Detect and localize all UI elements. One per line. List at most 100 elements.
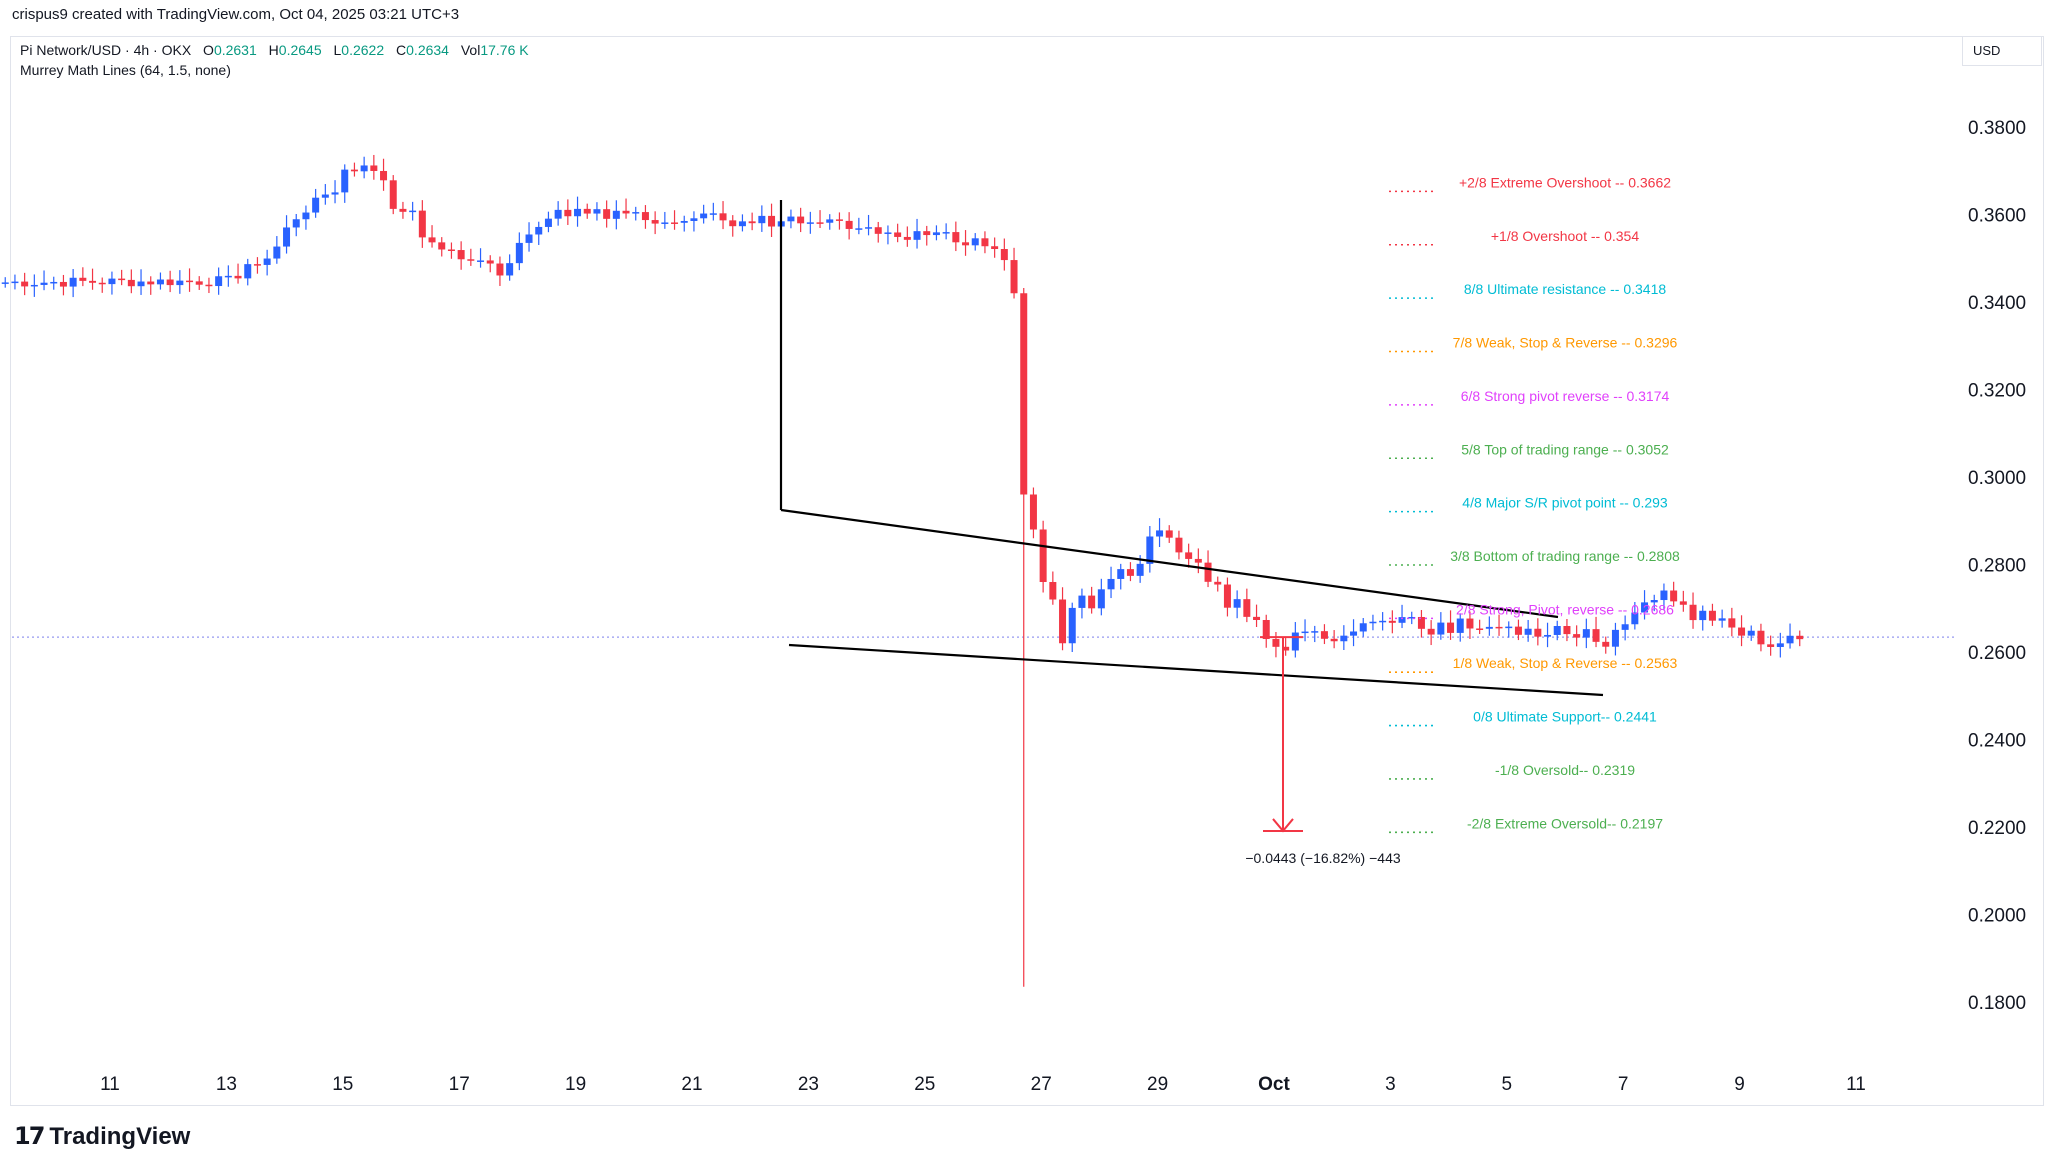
candle-body	[1466, 618, 1474, 629]
logo-text: TradingView	[49, 1122, 191, 1150]
candle-body	[835, 219, 843, 221]
candle-body	[1417, 616, 1425, 629]
candle-body	[108, 278, 116, 285]
candle-body	[1185, 552, 1193, 559]
candle-body	[1049, 582, 1057, 600]
candle-body	[1233, 599, 1241, 608]
candle-body	[1621, 624, 1629, 630]
candle-body	[535, 226, 543, 235]
currency-button[interactable]: USD	[1962, 36, 2042, 66]
candle-body	[709, 213, 717, 215]
chart-legend: Pi Network/USD · 4h · OKX O0.2631 H0.264…	[20, 40, 529, 80]
candle-body	[1078, 595, 1086, 608]
indicator-name[interactable]: Murrey Math Lines (64, 1.5, none)	[20, 62, 231, 78]
murrey-level-label: 2/8 Strong, Pivot, reverse -- 0.2686	[1456, 601, 1674, 617]
candle-body	[1738, 627, 1746, 636]
y-tick-label: 0.2400	[1968, 731, 2026, 752]
candle-body	[1146, 536, 1154, 564]
candle-body	[127, 279, 135, 287]
upper-trendline	[780, 508, 1559, 619]
candle-body	[865, 227, 873, 229]
candle-body	[302, 212, 310, 220]
candle-body	[380, 170, 388, 181]
candle-body	[1553, 625, 1561, 635]
candle-body	[1650, 600, 1658, 603]
candle-body	[894, 232, 902, 237]
candle-body	[1408, 616, 1416, 619]
symbol-info[interactable]: Pi Network/USD · 4h · OKX	[20, 42, 192, 58]
candle-body	[1291, 632, 1299, 651]
candle-body	[1563, 625, 1571, 635]
candle-body	[1786, 635, 1794, 644]
candle-body	[1194, 558, 1202, 563]
candle-body	[1214, 581, 1222, 585]
candle-body	[1243, 599, 1251, 617]
candle-body	[845, 220, 853, 229]
candle-body	[991, 246, 999, 250]
candle-body	[700, 213, 708, 219]
candle-body	[1602, 641, 1610, 647]
candle-body	[1379, 620, 1387, 623]
candle-body	[273, 246, 281, 259]
candle-body	[1611, 629, 1619, 647]
candle-body	[447, 249, 455, 251]
candle-body	[903, 236, 911, 240]
x-tick-label: 29	[1147, 1074, 1168, 1095]
candle-body	[1495, 626, 1503, 629]
candle-body	[350, 169, 358, 172]
candle-body	[768, 215, 776, 227]
murrey-level-label: -2/8 Extreme Oversold-- 0.2197	[1467, 815, 1663, 831]
candle-body	[1679, 601, 1687, 605]
candle-body	[156, 279, 164, 285]
candle-body	[1350, 631, 1358, 636]
y-tick-label: 0.3600	[1968, 206, 2026, 227]
x-tick-label: 19	[565, 1074, 586, 1095]
candle-body	[215, 276, 223, 287]
y-tick-label: 0.3400	[1968, 293, 2026, 314]
candle-body	[952, 232, 960, 243]
candle-body	[69, 277, 77, 287]
x-tick-label: 7	[1618, 1074, 1629, 1095]
murrey-level-label: 8/8 Ultimate resistance -- 0.3418	[1464, 281, 1667, 297]
candle-body	[399, 208, 407, 212]
candle-body	[1282, 646, 1290, 651]
candle-body	[1631, 612, 1639, 625]
candle-body	[98, 282, 106, 285]
candle-body	[1592, 629, 1600, 642]
x-tick-label: 21	[681, 1074, 702, 1095]
volume-label: Vol	[460, 42, 481, 58]
x-tick-label: 11	[100, 1074, 120, 1095]
candle-body	[1524, 628, 1532, 635]
candle-body	[360, 165, 368, 172]
candle-body	[564, 209, 572, 217]
candle-body	[1427, 628, 1435, 635]
candle-body	[1165, 530, 1173, 538]
murrey-level-label: +1/8 Overshoot -- 0.354	[1491, 228, 1639, 244]
candle-body	[21, 281, 29, 287]
x-tick-label: 27	[1031, 1074, 1052, 1095]
candle-body	[147, 281, 155, 285]
x-tick-label: 17	[449, 1074, 470, 1095]
candle-body	[641, 212, 649, 221]
candle-body	[971, 238, 979, 246]
chart-panel[interactable]	[10, 36, 2044, 1106]
candle-body	[1796, 635, 1804, 640]
candle-body	[1311, 631, 1319, 633]
candle-body	[486, 260, 494, 264]
candle-body	[1330, 638, 1338, 642]
candle-body	[1156, 530, 1164, 537]
candle-body	[932, 232, 940, 236]
candle-body	[389, 180, 397, 209]
candle-body	[729, 220, 737, 227]
murrey-level-label: 3/8 Bottom of trading range -- 0.2808	[1450, 548, 1680, 564]
candle-body	[176, 280, 184, 286]
candle-body	[331, 192, 339, 195]
candle-body	[1000, 249, 1008, 261]
candle-body	[1039, 529, 1047, 582]
candle-body	[467, 259, 475, 261]
close-value: 0.2634	[406, 42, 449, 58]
candle-body	[418, 210, 426, 238]
candle-body	[574, 208, 582, 217]
candle-body	[942, 232, 950, 234]
